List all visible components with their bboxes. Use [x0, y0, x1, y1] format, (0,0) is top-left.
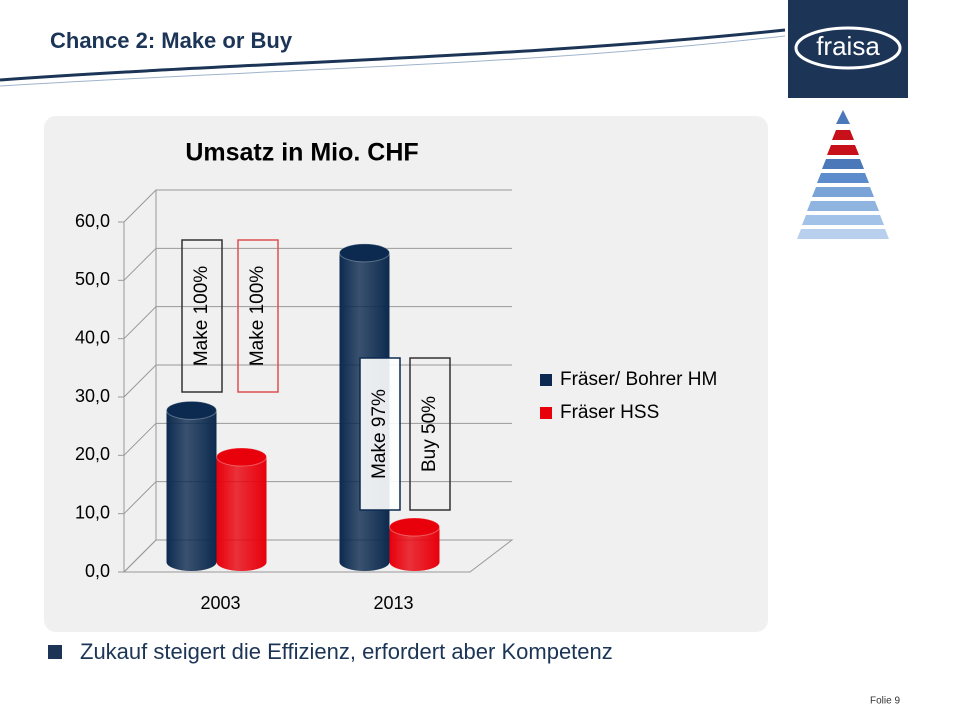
- annotation: Buy 50%: [419, 396, 440, 472]
- annotation-box: [181, 239, 223, 393]
- footer: Folie 9: [870, 696, 900, 707]
- annotation: Make 97%: [369, 389, 390, 479]
- bar-top: [389, 517, 440, 537]
- annotation: Make 100%: [247, 266, 268, 366]
- grid-line: [123, 189, 512, 223]
- bar-top: [339, 243, 390, 263]
- pyramid: [797, 110, 889, 239]
- y-tick-label: 60,0: [75, 211, 110, 231]
- legend-swatch: [540, 407, 552, 419]
- bar: [389, 527, 440, 571]
- logo-ellipse: [794, 26, 902, 70]
- bullet-marker: [48, 645, 62, 659]
- header-curve-thin: [0, 35, 786, 87]
- bar: [216, 457, 267, 571]
- legend-swatch: [540, 374, 552, 386]
- annotation-box: [409, 357, 451, 511]
- chart-title: Umsatz in Mio. CHF: [185, 139, 418, 167]
- y-tick-label: 40,0: [75, 327, 110, 347]
- header-curve: [0, 28, 786, 82]
- logo-box: [788, 0, 908, 98]
- bar-top: [166, 400, 217, 420]
- y-tick-label: 0,0: [85, 561, 110, 581]
- slide-title: Chance 2: Make or Buy: [50, 28, 293, 53]
- bar-top: [216, 447, 267, 467]
- x-tick-label: 2013: [373, 593, 413, 613]
- annotation-box: [359, 357, 401, 511]
- y-tick-label: 20,0: [75, 444, 110, 464]
- annotation: Make 100%: [191, 266, 212, 366]
- logo-text: fraisa: [816, 31, 880, 61]
- legend-label: Fräser HSS: [560, 402, 659, 423]
- grid-line: [123, 306, 512, 340]
- grid-line: [123, 247, 512, 281]
- x-tick-label: 2003: [200, 593, 240, 613]
- legend-label: Fräser/ Bohrer HM: [560, 369, 717, 390]
- bar: [166, 410, 217, 571]
- annotation-box: [237, 239, 279, 393]
- bullet-text: Zukauf steigert die Effizienz, erfordert…: [80, 639, 613, 664]
- y-tick-label: 50,0: [75, 269, 110, 289]
- y-tick-label: 30,0: [75, 386, 110, 406]
- y-tick-label: 10,0: [75, 502, 110, 522]
